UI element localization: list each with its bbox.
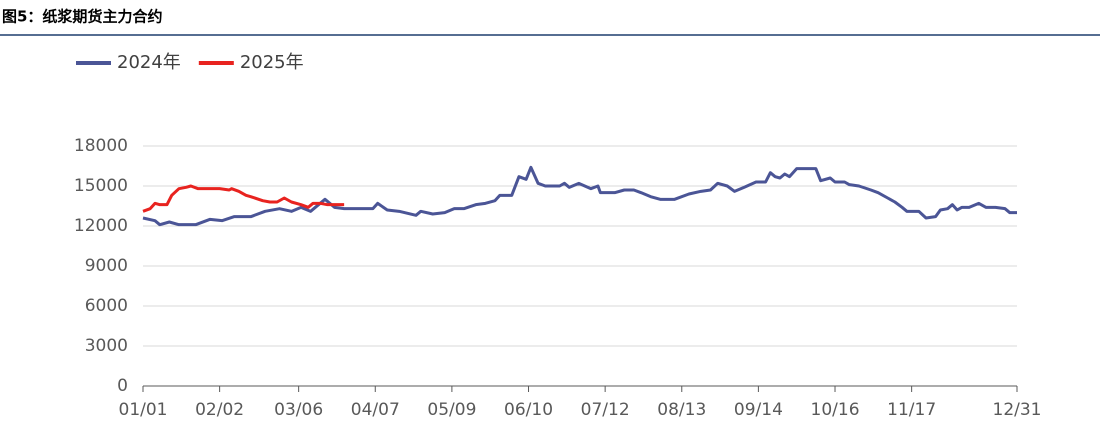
x-tick-label: 05/09 [427,400,476,420]
x-tick-label: 06/10 [504,400,553,420]
y-tick-label: 15000 [74,176,128,196]
legend-label: 2025年 [240,52,304,73]
y-tick-label: 6000 [85,296,128,316]
x-tick-label: 03/06 [274,400,323,420]
chart-title: 图5：纸浆期货主力合约 [2,8,162,26]
x-tick-label: 11/17 [887,400,936,420]
x-tick-label: 12/31 [993,400,1042,420]
x-tick-label: 07/12 [581,400,630,420]
y-tick-label: 0 [117,376,128,396]
x-tick-label: 08/13 [657,400,706,420]
y-tick-label: 9000 [85,256,128,276]
y-tick-label: 12000 [74,216,128,236]
legend-label: 2024年 [117,52,181,73]
series-line [142,165,1017,227]
x-tick-label: 02/02 [195,400,244,420]
x-tick-label: 09/14 [734,400,783,420]
y-tick-label: 3000 [85,336,128,356]
y-tick-label: 18000 [74,136,128,156]
series-line [142,184,345,213]
x-tick-label: 10/16 [811,400,860,420]
x-tick-label: 01/01 [119,400,168,420]
x-tick-label: 04/07 [351,400,400,420]
